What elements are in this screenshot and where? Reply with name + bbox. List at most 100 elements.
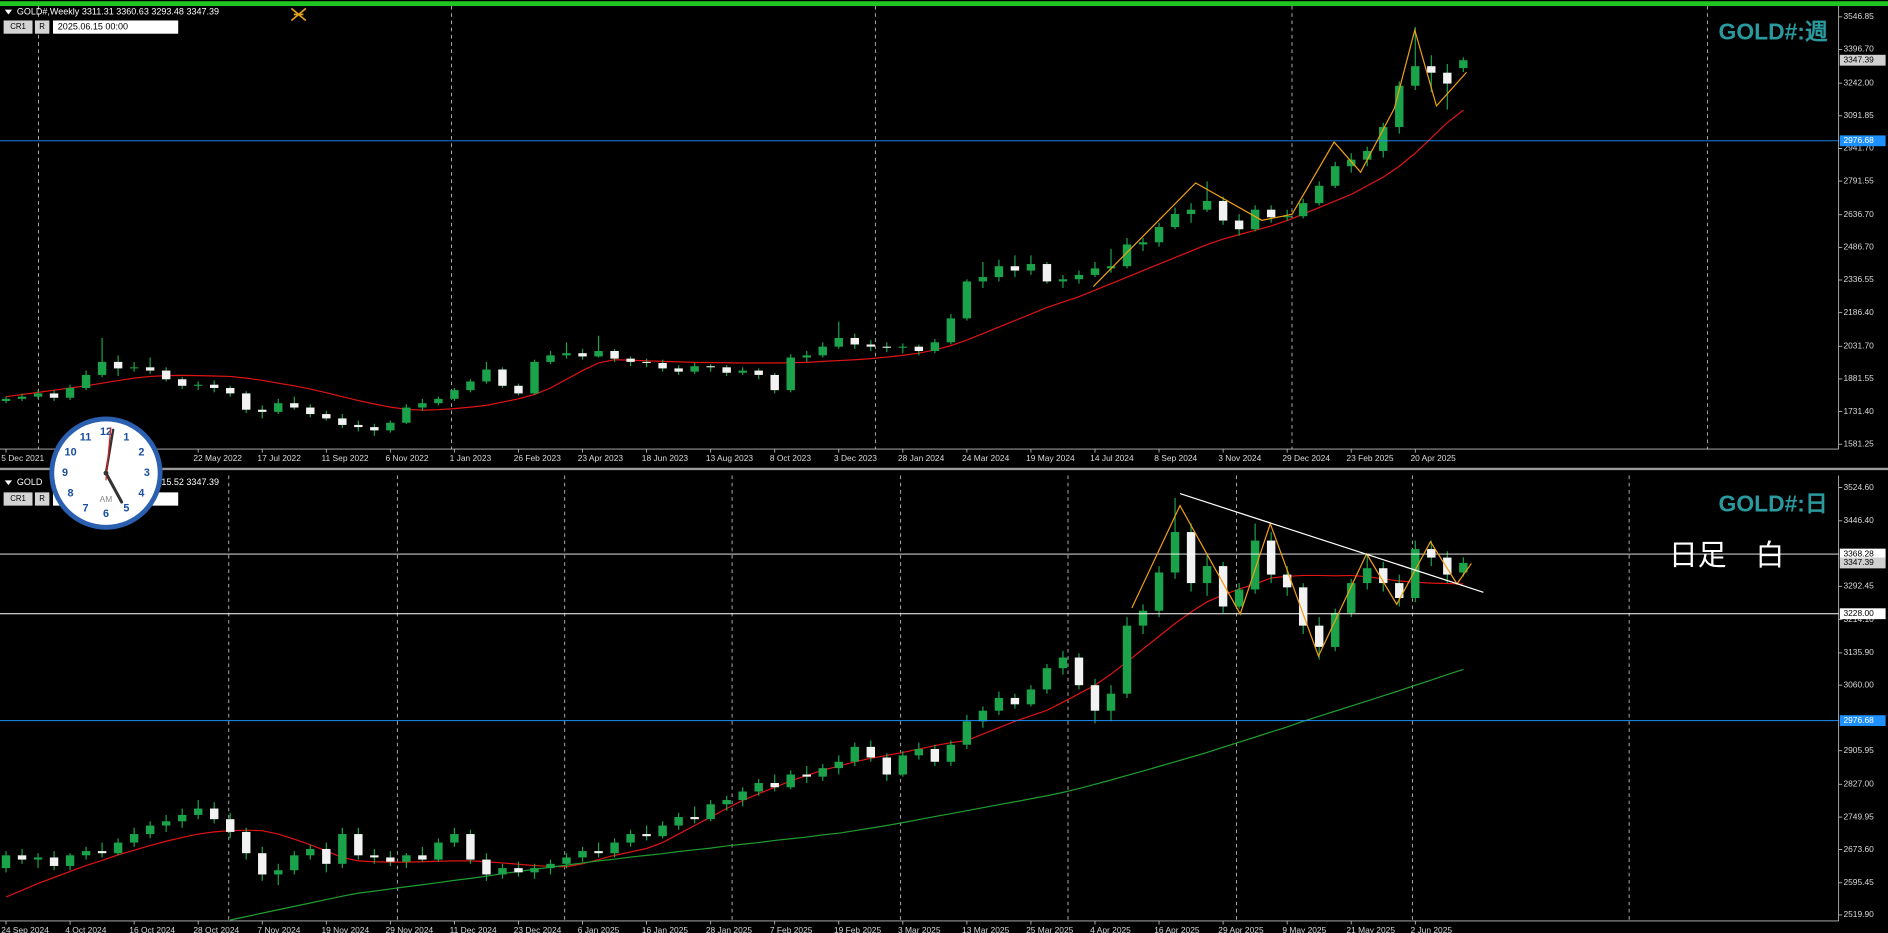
y-tick-label: 1731.40 (1843, 406, 1874, 416)
button-label[interactable]: R (39, 22, 45, 31)
clock-center (103, 470, 109, 476)
candle-body (1202, 566, 1212, 584)
candle-body (834, 761, 843, 769)
candle-body (626, 834, 635, 843)
candle-body (882, 346, 892, 348)
candle-body (466, 381, 475, 391)
candle-body (97, 361, 107, 375)
button-label[interactable]: CR1 (10, 494, 26, 503)
symbol-label: GOLD#:日 (1719, 491, 1828, 517)
y-tick-label: 2336.55 (1843, 274, 1874, 284)
x-tick-label: 2 Jun 2025 (1410, 925, 1452, 933)
x-tick-label: 16 Oct 2024 (129, 925, 175, 933)
x-tick-label: 21 May 2025 (1346, 925, 1395, 933)
candle-body (193, 808, 203, 815)
button-label[interactable]: R (39, 494, 45, 503)
y-tick-label: 3091.85 (1843, 110, 1874, 120)
candle-body (1026, 689, 1036, 705)
y-tick-label: 2186.40 (1843, 307, 1874, 317)
candle-body (754, 370, 763, 375)
candle-body (338, 418, 347, 425)
candle-body (1282, 216, 1292, 218)
x-tick-label: 11 Dec 2024 (450, 925, 497, 933)
y-tick-label: 2905.95 (1843, 745, 1874, 755)
candle-body (546, 863, 555, 869)
candle-body (242, 393, 251, 410)
x-tick-label: 13 Mar 2025 (962, 925, 1010, 933)
candle-body (898, 755, 908, 775)
x-tick-label: 5 Dec 2021 (1, 453, 44, 463)
candle-body (161, 370, 171, 380)
price-tag (1839, 715, 1886, 727)
button[interactable] (34, 492, 50, 506)
x-tick-label: 8 Sep 2024 (1154, 453, 1197, 463)
candle-body (161, 821, 171, 826)
candle-body (1379, 568, 1388, 584)
candle-body (610, 351, 619, 359)
candle-body (49, 393, 59, 398)
x-tick-label: 7 Feb 2025 (770, 925, 813, 933)
candle-body (1090, 685, 1100, 711)
x-tick-label: 3 Mar 2025 (898, 925, 941, 933)
candle-body (722, 800, 731, 805)
menu-arrow[interactable] (4, 480, 13, 486)
candle-body (514, 385, 523, 394)
button[interactable] (34, 20, 50, 34)
candle-body (866, 344, 876, 347)
candle-body (274, 403, 283, 412)
x-tick-label: 29 Nov 2024 (386, 925, 434, 933)
y-tick-label: 3242.00 (1843, 77, 1874, 87)
candle-body (209, 384, 219, 388)
plot-area (0, 498, 1839, 921)
candle-body (1218, 566, 1228, 607)
date-box[interactable] (52, 20, 179, 34)
date-box-text[interactable]: 2025.06.15 00:00 (58, 21, 128, 31)
x-tick-label: 28 Jan 2025 (706, 925, 753, 933)
button[interactable] (3, 492, 33, 506)
candle-body (1154, 572, 1164, 611)
candle-body (978, 710, 988, 722)
x-tick-label: 26 Feb 2023 (514, 453, 562, 463)
candle-body (209, 808, 219, 820)
x-tick-label: 16 Jan 2025 (642, 925, 689, 933)
candle-body (770, 783, 779, 788)
drawings (1092, 27, 1484, 658)
x-tick-label: 28 Jan 2024 (898, 453, 945, 463)
candle-body (658, 825, 667, 837)
candle-body (242, 831, 251, 854)
candle-body (530, 361, 539, 394)
candle-body (17, 855, 27, 860)
menu-arrow[interactable] (4, 9, 13, 15)
button[interactable] (3, 20, 33, 34)
x-tick-label: 18 Jun 2023 (642, 453, 689, 463)
clock-number: 6 (103, 508, 109, 520)
candle-body (1298, 587, 1308, 626)
candle-body (946, 318, 956, 343)
candle-body (322, 848, 331, 864)
candle-body (354, 834, 363, 856)
x-tick-label: 8 Oct 2023 (770, 453, 811, 463)
candle-body (65, 855, 75, 866)
moving-average (5, 109, 1464, 411)
candle-body (834, 337, 843, 347)
tool-icon[interactable] (290, 7, 307, 22)
candle-body (802, 774, 811, 777)
candle-body (450, 834, 459, 843)
price-tag-label: 3228.00 (1843, 608, 1874, 618)
candle-body (578, 851, 587, 858)
candle-body (1, 855, 11, 869)
candle-body (1042, 668, 1052, 690)
clock-number: 8 (68, 487, 74, 499)
current-price-label: 3347.39 (1843, 557, 1874, 567)
clock-meridiem: AM (100, 494, 113, 504)
candle-body (1122, 625, 1132, 694)
candle-body (674, 368, 683, 372)
candle-body (386, 857, 395, 862)
candle-body (1427, 66, 1436, 73)
x-tick-label: 6 Jan 2025 (578, 925, 620, 933)
candle-body (1138, 610, 1148, 626)
clock-number: 2 (138, 447, 144, 459)
button-label[interactable]: CR1 (10, 22, 26, 31)
